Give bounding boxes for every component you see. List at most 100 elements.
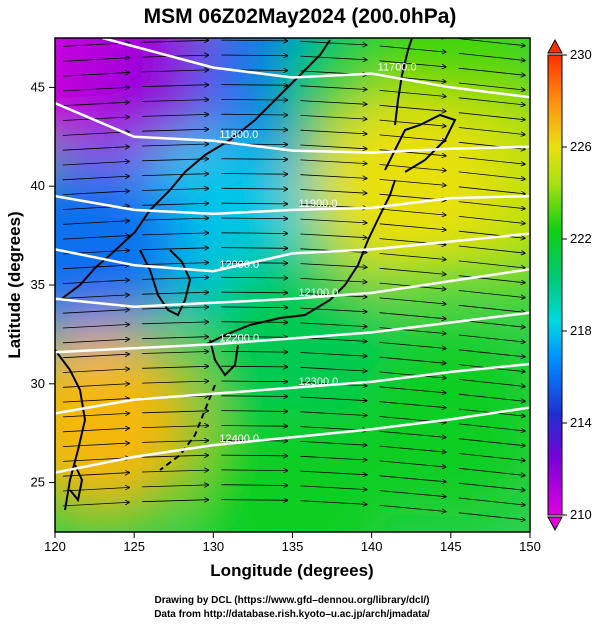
wind-arrow-29 — [458, 453, 525, 461]
wind-arrow-73 — [142, 322, 209, 324]
wind-arrow-62 — [221, 351, 287, 352]
wind-arrow-13 — [142, 470, 209, 472]
footer-data-credit: Data from http://database.rish.kyoto–u.a… — [154, 609, 430, 620]
wind-arrow-21 — [300, 455, 367, 460]
wind-arrow-184 — [379, 60, 447, 67]
wind-arrow-128 — [221, 188, 287, 189]
wind-arrow-23 — [458, 467, 525, 475]
wind-arrow-104 — [221, 248, 287, 249]
contour-line-2 — [55, 194, 530, 216]
y-ticks: 25 30 35 40 45 — [31, 79, 55, 490]
wind-arrow-179 — [458, 82, 525, 90]
y-tick-label-35: 35 — [31, 277, 45, 292]
wind-arrow-158 — [221, 114, 287, 115]
wind-arrow-113 — [458, 245, 525, 253]
wind-arrow-63 — [300, 352, 367, 357]
x-axis-label: Longitude (degrees) — [210, 561, 373, 580]
plot-area: 11700.0 11800.0 11900.0 12000.0 12100.0 12200… — [55, 25, 530, 532]
wind-arrow-129 — [300, 189, 367, 194]
wind-arrow-159 — [300, 115, 367, 119]
temperature-blob-9 — [55, 150, 182, 341]
y-axis-label: Latitude (degrees) — [5, 211, 24, 358]
wind-arrow-125 — [458, 216, 525, 223]
wind-arrow-116 — [221, 218, 287, 219]
wind-arrow-154 — [379, 134, 447, 141]
coastline-sakhalin — [394, 38, 413, 126]
wind-arrow-127 — [142, 189, 209, 191]
wind-arrow-85 — [142, 292, 209, 294]
wind-arrow-99 — [300, 263, 367, 268]
wind-arrow-135 — [300, 174, 367, 179]
wind-arrow-88 — [379, 297, 447, 304]
wind-arrow-38 — [221, 411, 287, 412]
wind-arrow-27 — [300, 441, 367, 445]
wind-arrow-12 — [62, 473, 129, 477]
wind-arrow-150 — [62, 132, 129, 136]
wind-arrow-91 — [142, 277, 209, 279]
wind-arrow-131 — [458, 201, 525, 209]
wind-arrow-169 — [142, 85, 209, 87]
wind-arrow-181 — [142, 55, 209, 57]
colorbar-min-triangle — [547, 516, 563, 532]
wind-arrow-139 — [142, 159, 209, 161]
wind-arrow-16 — [379, 475, 447, 482]
wind-arrow-61 — [142, 352, 209, 354]
colorbar: 210 214 218 222 226 230 — [547, 38, 592, 532]
wind-arrow-0 — [62, 502, 129, 507]
chart-title: MSM 06Z02May2024 (200.0hPa) — [144, 5, 457, 28]
wind-arrow-60 — [62, 354, 129, 359]
wind-arrow-18 — [62, 458, 129, 462]
x-tick-label-140: 140 — [361, 539, 383, 554]
wind-arrow-103 — [142, 248, 209, 250]
wind-arrow-50 — [221, 381, 287, 382]
contour-line-1 — [55, 102, 530, 154]
wind-arrow-79 — [142, 307, 209, 309]
colorbar-tick-label-230: 230 — [570, 47, 592, 62]
contour-label-0: 11700.0 — [378, 62, 417, 74]
wind-arrow-144 — [62, 147, 129, 151]
wind-arrow-92 — [221, 277, 287, 278]
wind-arrow-31 — [142, 426, 209, 428]
wind-arrow-149 — [458, 156, 525, 164]
contour-label-7: 12400.0 — [219, 433, 259, 445]
y-tick-label-30: 30 — [31, 376, 45, 391]
wind-arrow-192 — [63, 28, 129, 32]
wind-arrow-157 — [142, 114, 209, 116]
y-tick-label-45: 45 — [31, 79, 45, 94]
colorbar-tick-label-214: 214 — [570, 415, 592, 430]
wind-arrow-143 — [458, 171, 525, 179]
wind-arrow-189 — [300, 40, 367, 45]
wind-arrow-187 — [142, 40, 209, 42]
colorbar-tick-label-222: 222 — [570, 231, 592, 246]
wind-arrow-188 — [221, 40, 287, 41]
wind-streamlines — [62, 25, 525, 520]
wind-arrow-174 — [62, 73, 129, 77]
temperature-blob-11 — [55, 328, 198, 519]
y-tick-label-25: 25 — [31, 475, 45, 490]
wind-arrow-115 — [142, 218, 209, 220]
wind-arrow-163 — [142, 100, 209, 102]
wind-arrow-151 — [142, 129, 209, 131]
wind-arrow-30 — [62, 428, 129, 433]
wind-arrow-52 — [379, 386, 447, 393]
wind-arrow-44 — [221, 396, 287, 397]
wind-arrow-166 — [379, 104, 447, 111]
wind-arrow-90 — [62, 280, 129, 284]
wind-arrow-78 — [62, 310, 129, 314]
wind-arrow-4 — [379, 505, 447, 511]
wind-arrow-137 — [458, 186, 525, 194]
wind-arrow-197 — [458, 38, 525, 46]
wind-arrow-58 — [379, 371, 447, 378]
wind-arrow-101 — [458, 275, 525, 283]
contour-line-6 — [55, 362, 530, 415]
wind-arrow-5 — [458, 512, 525, 520]
wind-arrow-74 — [221, 322, 287, 323]
wind-arrow-11 — [458, 497, 525, 505]
wind-arrow-71 — [458, 349, 525, 357]
height-contours: 11700.0 11800.0 11900.0 12000.0 12100.0 12200… — [55, 38, 530, 474]
wind-arrow-96 — [62, 265, 129, 270]
wind-arrow-8 — [221, 485, 287, 486]
wind-arrow-14 — [221, 470, 287, 471]
contour-label-5: 12200.0 — [219, 332, 259, 344]
wind-arrow-126 — [62, 191, 129, 195]
